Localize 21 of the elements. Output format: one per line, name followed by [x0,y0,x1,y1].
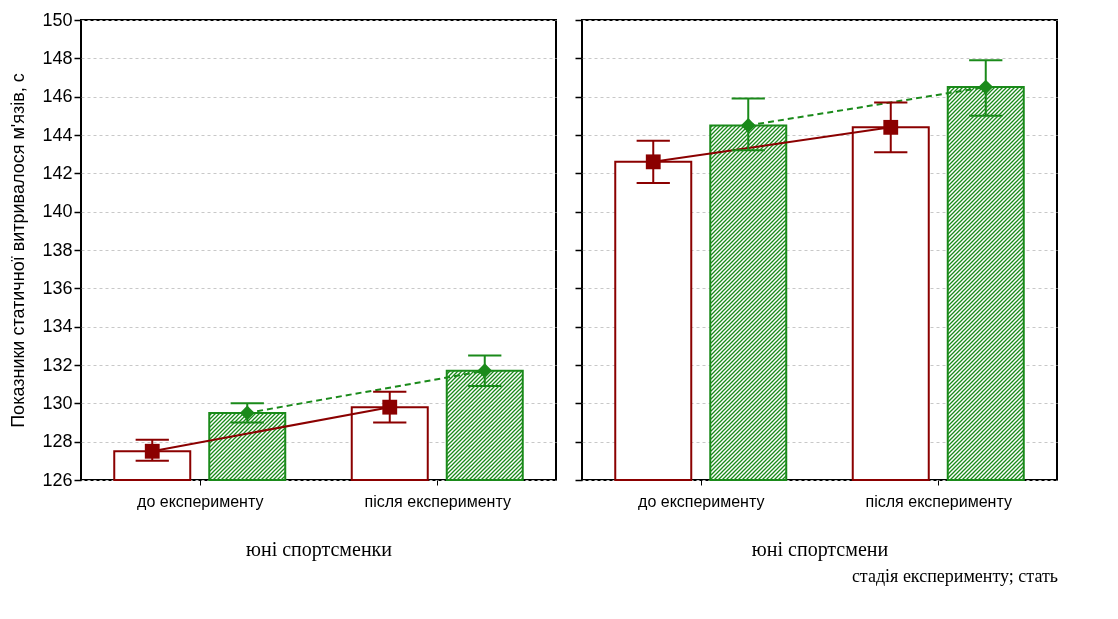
y-tick-label: 148 [42,47,73,68]
y-axis-title: Показники статичної витривалося м'язів, с [8,73,29,428]
y-tick-label: 142 [42,162,73,183]
x-tick-label: після експерименту [865,492,1012,510]
y-tick-label: 132 [42,354,73,375]
y-tick-label: 130 [42,392,73,413]
y-tick-label: 150 [42,9,73,30]
x-axis-title: юні спортсменки [245,537,393,561]
x-tick-label: до експерименту [638,492,765,510]
y-tick-label: 138 [42,239,73,260]
x-tick-label: після експерименту [364,492,511,510]
y-tick-label: 134 [42,316,73,337]
y-tick-label: 140 [42,201,73,222]
y-tick-label: 144 [42,124,73,145]
x-axis-title: юні спортсмени [751,537,889,561]
y-tick-label: 128 [42,431,73,452]
y-tick-label: 146 [42,86,73,107]
text: стадія експерименту; стать [851,566,1058,586]
y-tick-label: 136 [42,277,73,298]
x-tick-label: до експерименту [137,492,264,510]
y-tick-label: 126 [42,469,73,490]
